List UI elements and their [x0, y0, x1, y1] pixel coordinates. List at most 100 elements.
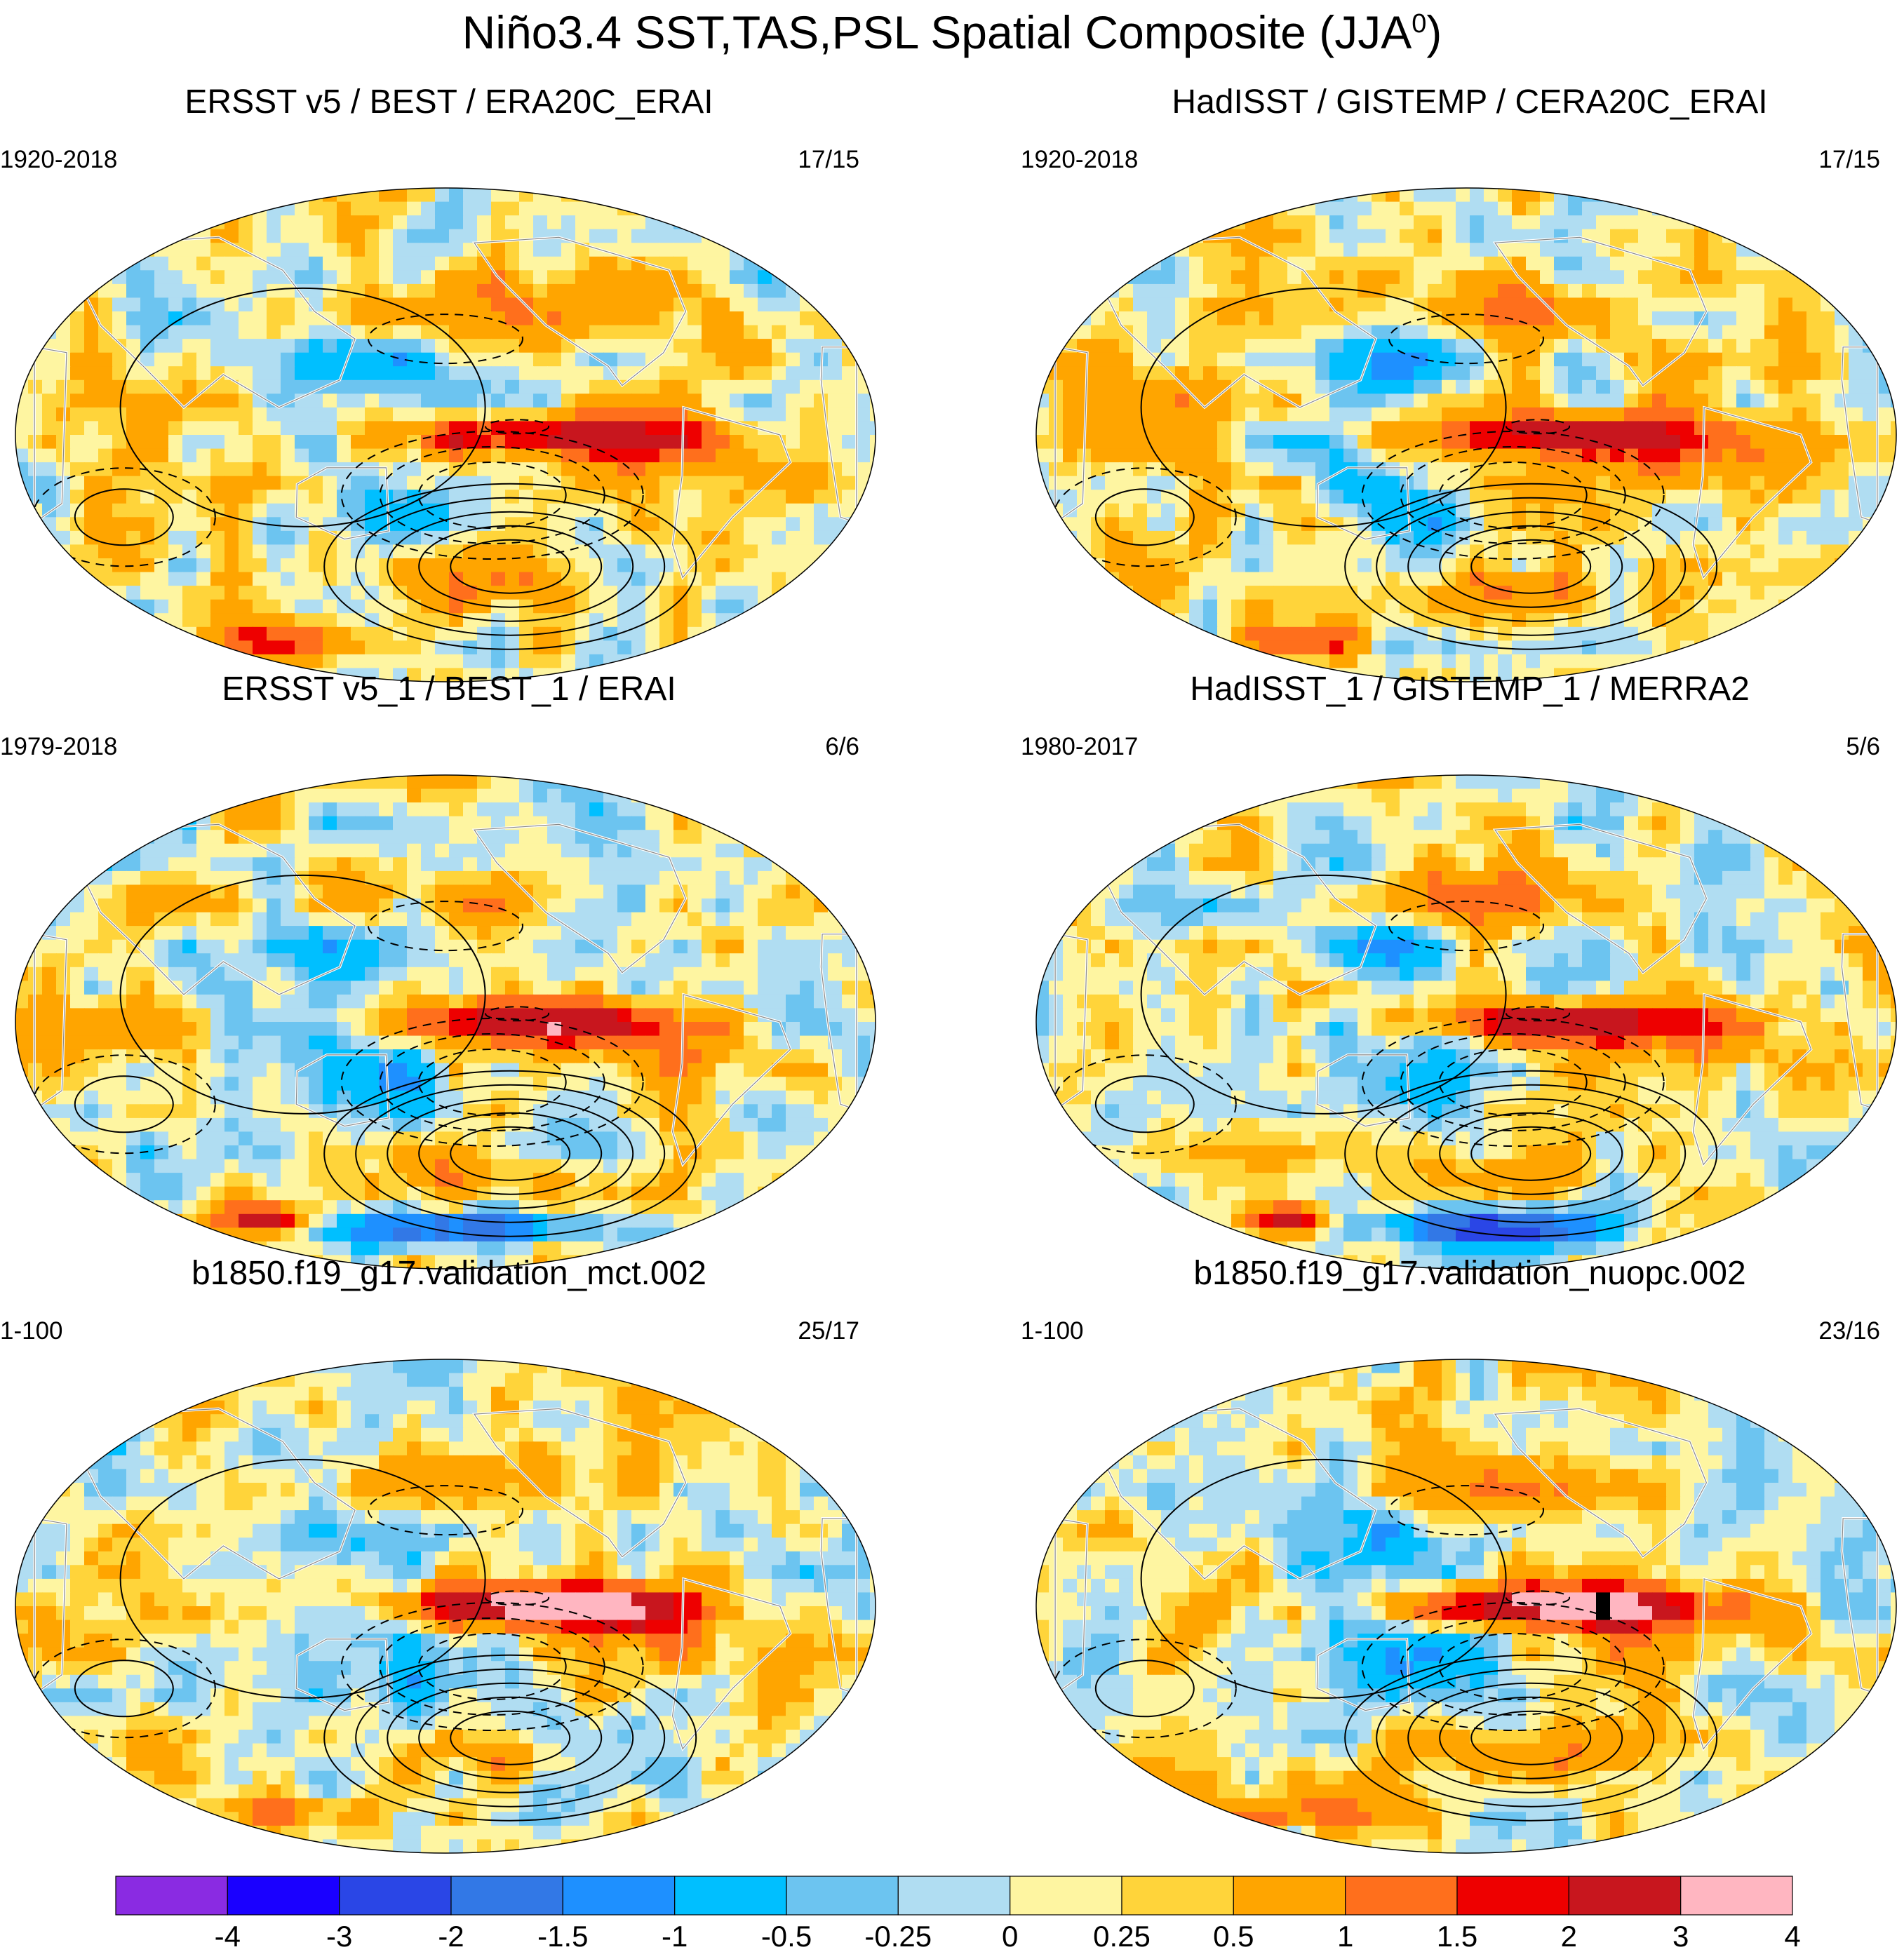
- anomaly-cell: [547, 339, 562, 354]
- anomaly-cell: [1105, 229, 1120, 244]
- anomaly-cell: [617, 366, 632, 381]
- anomaly-cell: [253, 339, 267, 354]
- anomaly-cell: [1456, 215, 1470, 230]
- anomaly-cell: [365, 626, 380, 642]
- anomaly-cell: [1077, 613, 1092, 628]
- anomaly-cell: [1722, 325, 1737, 339]
- anomaly-cell: [1315, 530, 1330, 546]
- anomaly-cell: [1554, 613, 1569, 628]
- anomaly-cell: [884, 393, 898, 408]
- anomaly-cell: [1708, 366, 1723, 381]
- anomaly-cell: [112, 243, 127, 257]
- anomaly-cell: [1666, 270, 1681, 285]
- anomaly-cell: [281, 366, 295, 381]
- anomaly-cell: [1357, 379, 1372, 395]
- anomaly-cell: [1821, 188, 1835, 203]
- anomaly-cell: [1792, 407, 1807, 422]
- anomaly-cell: [365, 476, 380, 491]
- anomaly-cell: [168, 435, 183, 450]
- anomaly-cell: [1470, 379, 1484, 395]
- anomaly-cell: [1077, 243, 1092, 257]
- anomaly-cell: [1301, 544, 1316, 559]
- anomaly-cell: [1273, 613, 1288, 628]
- anomaly-cell: [1217, 407, 1232, 422]
- anomaly-cell: [1708, 256, 1723, 271]
- anomaly-cell: [645, 270, 660, 285]
- anomaly-cell: [491, 775, 506, 790]
- anomaly-cell: [1778, 530, 1793, 546]
- anomaly-cell: [224, 599, 239, 614]
- anomaly-cell: [140, 788, 155, 803]
- anomaly-cell: [1821, 572, 1835, 586]
- anomaly-cell: [168, 599, 183, 614]
- anomaly-cell: [112, 256, 127, 271]
- anomaly-cell: [379, 802, 394, 817]
- anomaly-cell: [126, 544, 141, 559]
- anomaly-cell: [617, 476, 632, 491]
- anomaly-cell: [1077, 503, 1092, 518]
- anomaly-cell: [449, 407, 464, 422]
- anomaly-cell: [1133, 201, 1148, 216]
- anomaly-cell: [84, 215, 99, 230]
- anomaly-cell: [1652, 476, 1667, 491]
- anomaly-cell: [15, 393, 29, 408]
- anomaly-cell: [533, 229, 548, 244]
- anomaly-cell: [1596, 544, 1611, 559]
- anomaly-cell: [1863, 352, 1877, 368]
- anomaly-cell: [659, 421, 674, 436]
- anomaly-cell: [1343, 640, 1358, 655]
- anomaly-cell: [1414, 572, 1428, 586]
- anomaly-cell: [828, 490, 843, 504]
- anomaly-cell: [1638, 421, 1653, 436]
- anomaly-cell: [0, 243, 15, 257]
- anomaly-cell: [70, 476, 85, 491]
- anomaly-cell: [688, 339, 702, 354]
- anomaly-cell: [800, 188, 814, 203]
- anomaly-cell: [589, 435, 604, 450]
- anomaly-cell: [1456, 599, 1470, 614]
- anomaly-cell: [1638, 640, 1653, 655]
- anomaly-cell: [70, 448, 85, 463]
- anomaly-cell: [1400, 435, 1414, 450]
- anomaly-cell: [1021, 215, 1035, 229]
- anomaly-cell: [1231, 407, 1246, 422]
- anomaly-cell: [631, 311, 646, 326]
- anomaly-cell: [1652, 586, 1667, 600]
- anomaly-cell: [1259, 339, 1274, 354]
- anomaly-cell: [491, 407, 506, 422]
- anomaly-cell: [1400, 654, 1414, 669]
- anomaly-cell: [800, 599, 814, 614]
- anomaly-cell: [393, 640, 408, 655]
- anomaly-cell: [491, 448, 506, 463]
- anomaly-cell: [0, 789, 15, 803]
- anomaly-cell: [1245, 379, 1260, 395]
- anomaly-cell: [84, 503, 99, 518]
- anomaly-cell: [1287, 599, 1302, 614]
- anomaly-cell: [1133, 640, 1148, 655]
- anomaly-cell: [70, 654, 85, 669]
- anomaly-cell: [1680, 517, 1695, 532]
- anomaly-cell: [884, 243, 898, 257]
- anomaly-cell: [1582, 297, 1597, 312]
- anomaly-cell: [1315, 586, 1330, 600]
- anomaly-cell: [1708, 283, 1723, 299]
- anomaly-cell: [1792, 613, 1807, 628]
- anomaly-cell: [1287, 283, 1302, 299]
- anomaly-cell: [1877, 297, 1891, 312]
- anomaly-cell: [1484, 517, 1499, 532]
- anomaly-cell: [1624, 599, 1639, 614]
- anomaly-cell: [0, 830, 15, 844]
- anomaly-cell: [126, 490, 141, 504]
- anomaly-cell: [295, 816, 309, 831]
- anomaly-cell: [1764, 462, 1779, 477]
- anomaly-cell: [28, 572, 43, 586]
- anomaly-cell: [1708, 599, 1723, 614]
- anomaly-cell: [281, 311, 295, 326]
- anomaly-cell: [0, 215, 15, 229]
- anomaly-cell: [98, 640, 113, 655]
- anomaly-cell: [42, 407, 57, 422]
- anomaly-cell: [56, 544, 71, 559]
- anomaly-cell: [463, 243, 478, 257]
- anomaly-cell: [688, 188, 702, 203]
- anomaly-cell: [1554, 297, 1569, 312]
